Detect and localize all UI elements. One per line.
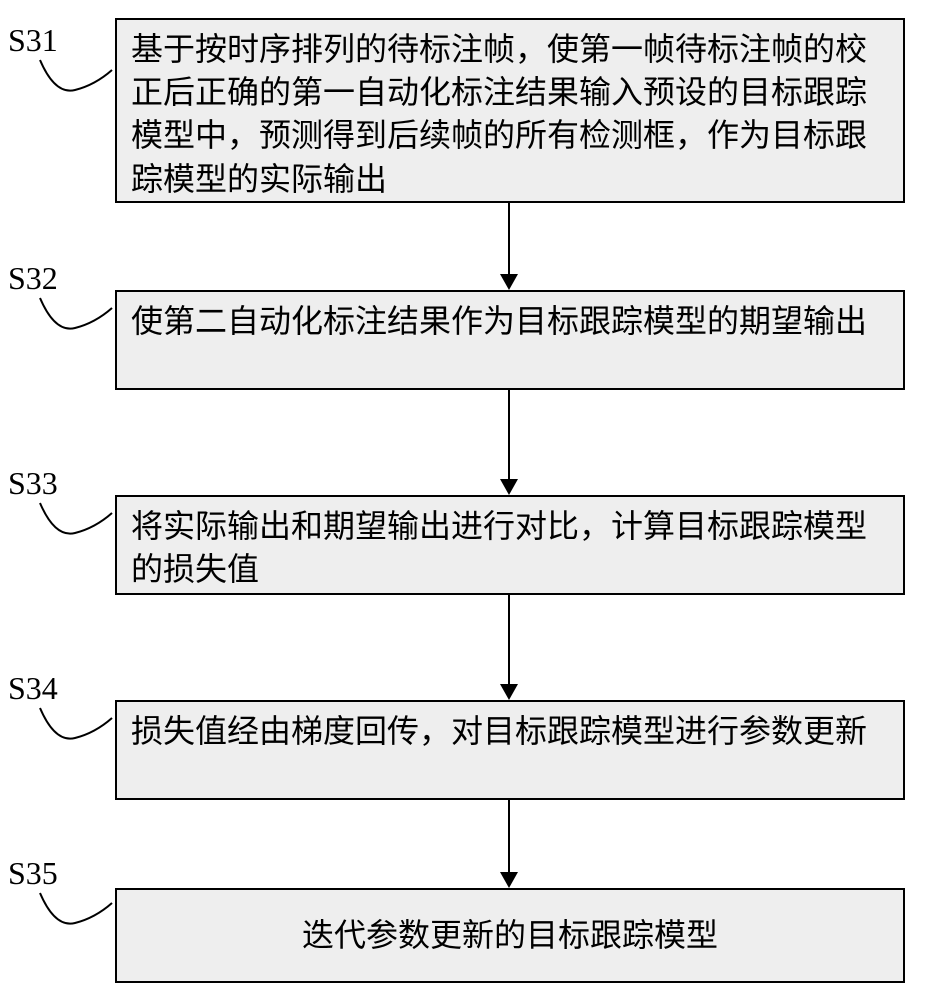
arrow-head-3 bbox=[500, 684, 518, 700]
connector-s34 bbox=[0, 650, 120, 750]
arrow-head-1 bbox=[500, 274, 518, 290]
connector-s33 bbox=[0, 445, 120, 545]
connector-s31 bbox=[0, 0, 120, 100]
arrow-head-4 bbox=[500, 872, 518, 888]
arrow-line-3 bbox=[508, 595, 510, 684]
arrow-head-2 bbox=[500, 479, 518, 495]
connector-s32 bbox=[0, 240, 120, 340]
arrow-line-1 bbox=[508, 203, 510, 274]
connector-s35 bbox=[0, 835, 120, 935]
step-box-s31: 基于按时序排列的待标注帧，使第一帧待标注帧的校正后正确的第一自动化标注结果输入预… bbox=[115, 18, 905, 203]
step-box-s34: 损失值经由梯度回传，对目标跟踪模型进行参数更新 bbox=[115, 700, 905, 800]
arrow-line-2 bbox=[508, 390, 510, 479]
step-box-s33: 将实际输出和期望输出进行对比，计算目标跟踪模型的损失值 bbox=[115, 495, 905, 595]
arrow-line-4 bbox=[508, 800, 510, 872]
step-box-s35: 迭代参数更新的目标跟踪模型 bbox=[115, 888, 905, 983]
flowchart-container: S31 基于按时序排列的待标注帧，使第一帧待标注帧的校正后正确的第一自动化标注结… bbox=[0, 0, 941, 1000]
step-box-s32: 使第二自动化标注结果作为目标跟踪模型的期望输出 bbox=[115, 290, 905, 390]
